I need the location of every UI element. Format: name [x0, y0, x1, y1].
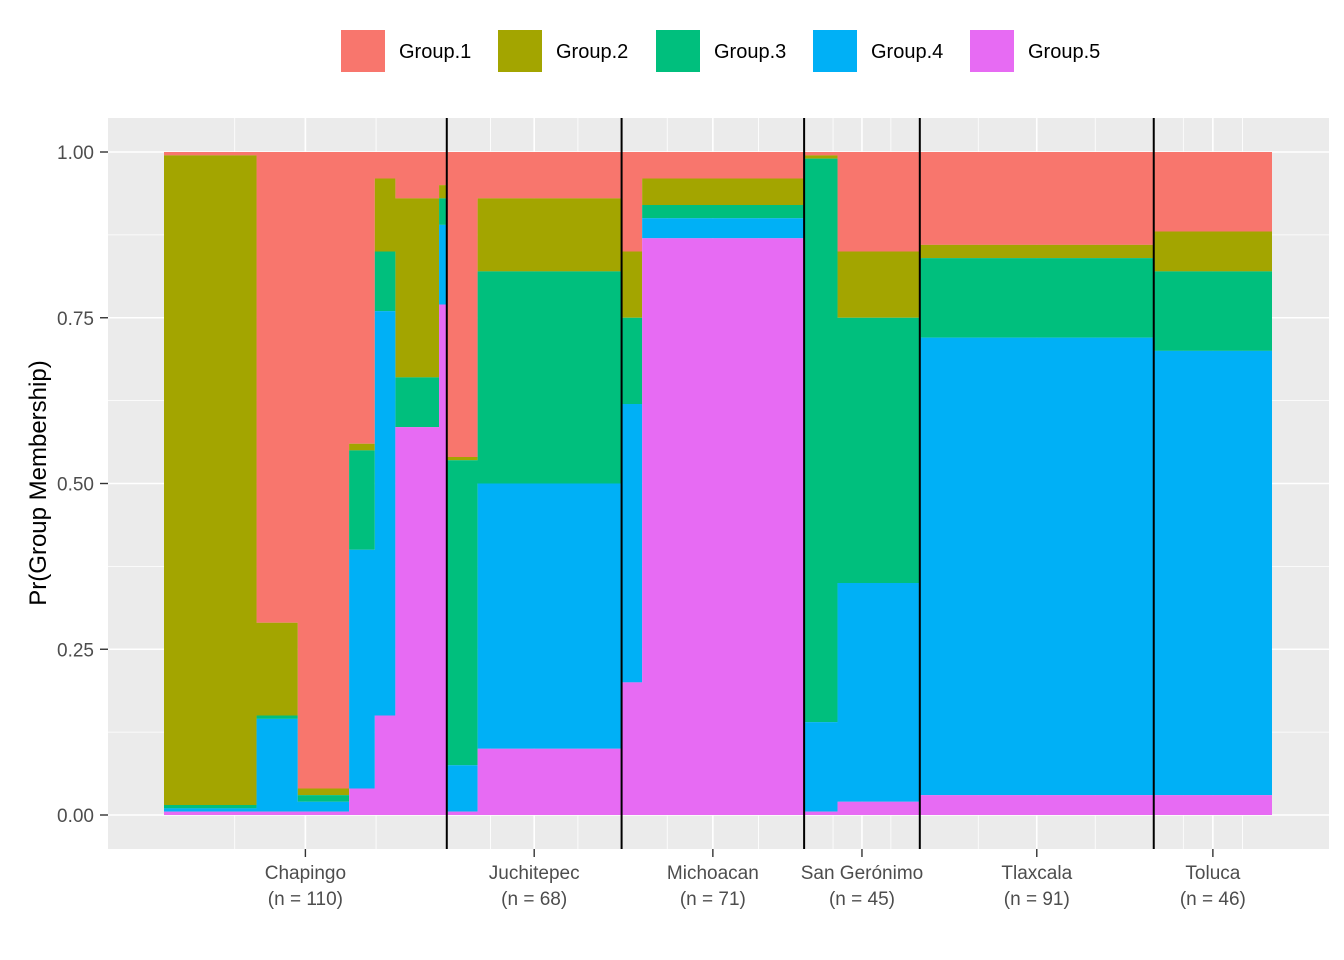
y-tick-label: 1.00: [57, 143, 94, 164]
area-series: [164, 152, 1272, 815]
series-area-group-5: [164, 238, 1272, 815]
y-tick-label: 0.75: [57, 309, 94, 330]
y-tick-label: 0.25: [57, 640, 94, 661]
x-axis-ticks: Chapingo (n = 110) Juchitepec (n = 68) Micho…: [265, 849, 1246, 910]
x-tick-label-name: Juchitepec: [489, 863, 580, 884]
x-tick-label-name: Chapingo: [265, 863, 346, 884]
legend-label: Group.2: [556, 41, 629, 63]
x-tick-label-n: (n = 71): [680, 889, 746, 910]
x-tick-label-n: (n = 91): [1004, 889, 1070, 910]
legend-label: Group.4: [871, 41, 944, 63]
legend-label: Group.5: [1028, 41, 1101, 63]
series-area-group-1: [164, 152, 1272, 789]
x-tick-label-name: Toluca: [1185, 863, 1240, 884]
y-axis-ticks: 0.00 0.25 0.50 0.75 1.00: [57, 143, 108, 827]
x-tick-label-name: San Gerónimo: [801, 863, 924, 884]
legend-key: [813, 30, 857, 72]
y-axis-title: Pr(Group Membership): [25, 360, 52, 605]
legend: Group.1 Group.2 Group.3 Group.4 Group.5: [0, 28, 1344, 78]
legend-label: Group.3: [714, 41, 787, 63]
legend-key: [970, 30, 1014, 72]
y-tick-label: 0.50: [57, 475, 94, 496]
x-tick-label-name: Tlaxcala: [1001, 863, 1072, 884]
group-dividers: [445, 118, 1155, 849]
legend-key: [341, 30, 385, 72]
x-tick-label-n: (n = 110): [268, 889, 343, 910]
x-tick-label-name: Michoacan: [667, 863, 759, 884]
x-tick-label-n: (n = 45): [829, 889, 895, 910]
x-tick-label-n: (n = 46): [1180, 889, 1246, 910]
x-tick-label-n: (n = 68): [501, 889, 567, 910]
y-tick-label: 0.00: [57, 806, 94, 827]
legend-key: [656, 30, 700, 72]
legend-key: [498, 30, 542, 72]
series-area-group-3: [164, 158, 1272, 809]
legend-label: Group.1: [399, 41, 472, 63]
series-area-group-4: [164, 218, 1272, 812]
